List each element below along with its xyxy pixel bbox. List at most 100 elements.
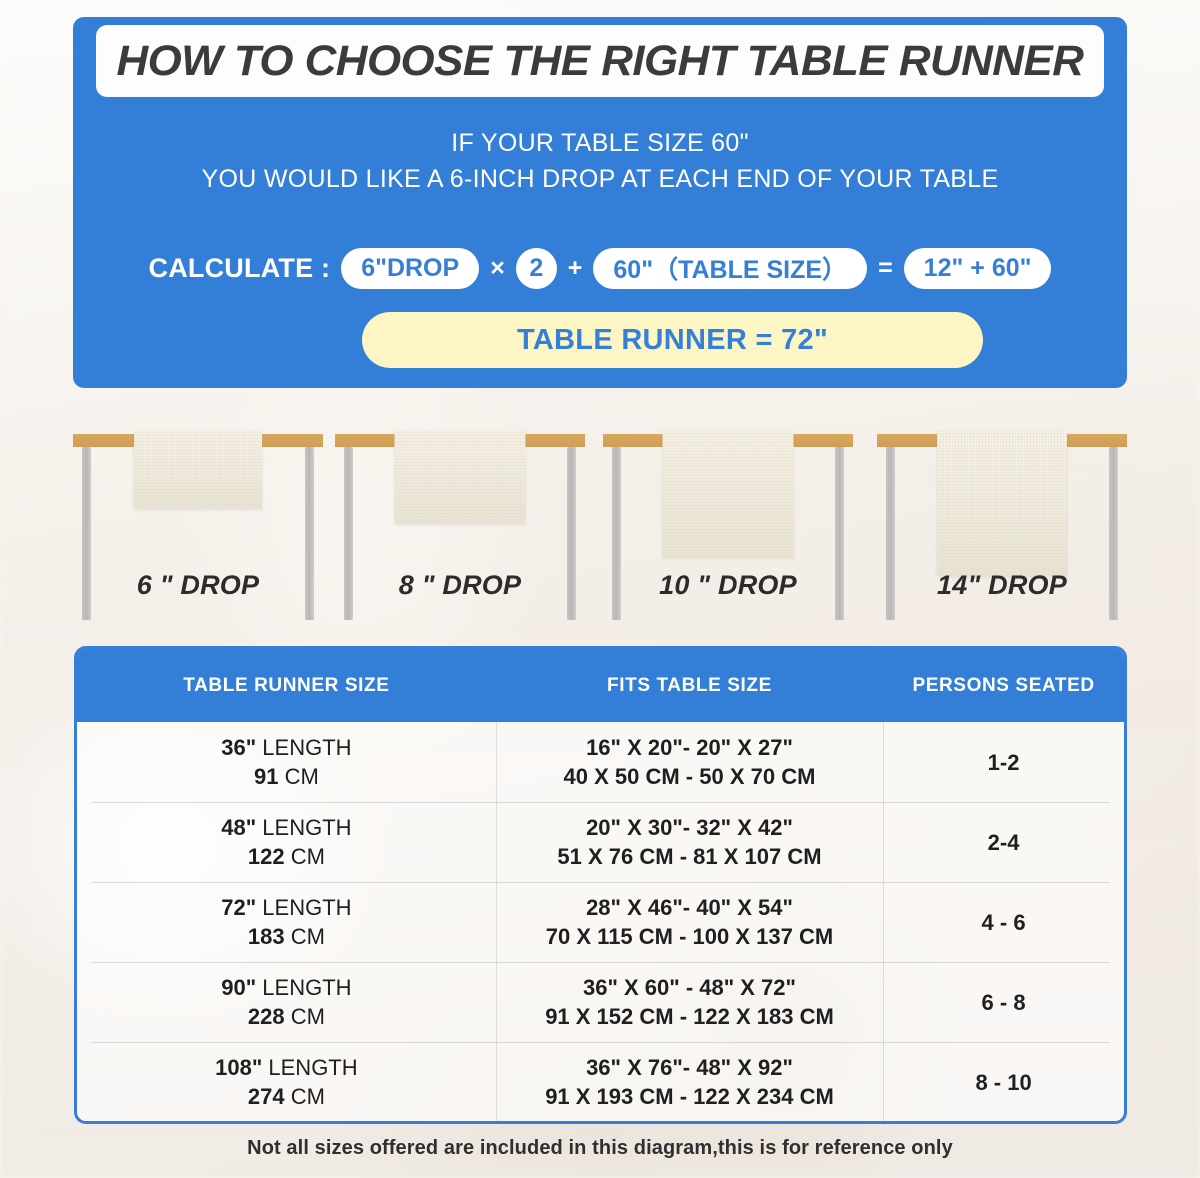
runner-inches-unit: LENGTH [256,895,352,920]
cell-fits-table-size: 36" X 60" - 48" X 72" 91 X 152 CM - 122 … [496,973,883,1031]
runner-inches: 48" [221,815,257,840]
column-divider-1 [495,722,497,1121]
hero-subtitle: IF YOUR TABLE SIZE 60" YOU WOULD LIKE A … [73,125,1127,197]
runner-cm: 183 [247,924,285,949]
title-box: HOW TO CHOOSE THE RIGHT TABLE RUNNER [96,25,1104,97]
runner-inches-unit: LENGTH [262,1055,358,1080]
table-leg-left-icon [886,447,895,620]
cell-runner-size: 36" LENGTH 91 CM [77,733,496,791]
footnote-text: Not all sizes offered are included in th… [247,1137,953,1159]
runner-cm: 91 [253,764,279,789]
table-runner-icon [937,430,1067,575]
pill-drop-value: 6"DROP [341,247,480,289]
persons-value: 1-2 [987,749,1020,775]
cell-runner-size: 72" LENGTH 183 CM [77,893,496,951]
runner-inches: 108" [215,1055,263,1080]
table-leg-left-icon [612,447,621,620]
column-header-persons: PERSONS SEATED [912,674,1095,696]
fits-cm: 40 X 50 CM - 50 X 70 CM [563,764,816,789]
runner-inches-unit: LENGTH [256,975,352,1000]
table-leg-right-icon [835,447,844,620]
cell-persons-seated: 4 - 6 [883,908,1124,937]
table-row: 72" LENGTH 183 CM 28" X 46"- 40" X 54" 7… [77,882,1124,962]
cell-persons-seated: 2-4 [883,828,1124,857]
persons-value: 6 - 8 [981,989,1026,1015]
runner-inches: 72" [221,895,257,920]
fits-inches: 28" X 46"- 40" X 54" [586,895,793,920]
pill-sum: 12" + 60" [903,247,1052,289]
drop-illustrations: 6 " DROP 8 " DROP 10 " DROP 14" DROP [73,424,1127,629]
size-chart-table: TABLE RUNNER SIZE FITS TABLE SIZE PERSON… [74,646,1127,1124]
persons-value: 2-4 [987,829,1020,855]
page-title: HOW TO CHOOSE THE RIGHT TABLE RUNNER [116,36,1084,85]
runner-inches-unit: LENGTH [256,735,352,760]
operator-multiply: × [490,253,505,282]
table-leg-right-icon [305,447,314,620]
runner-inches: 36" [221,735,257,760]
fits-inches: 36" X 60" - 48" X 72" [583,975,796,1000]
runner-cm-unit: CM [278,764,319,789]
drop-label: 6 " DROP [136,570,260,600]
cell-fits-table-size: 36" X 76"- 48" X 92" 91 X 193 CM - 122 X… [496,1053,883,1111]
pill-table-size: 60"（TABLE SIZE） [593,247,868,289]
column-header-fits-table: FITS TABLE SIZE [607,674,772,696]
calculation-row: CALCULATE : 6"DROP × 2 + 60"（TABLE SIZE）… [73,245,1127,291]
result-badge: TABLE RUNNER = 72" [362,312,983,368]
runner-cm-unit: CM [284,1084,325,1109]
table-runner-icon [662,430,794,557]
cell-persons-seated: 6 - 8 [883,988,1124,1017]
hero-panel: HOW TO CHOOSE THE RIGHT TABLE RUNNER IF … [73,17,1127,388]
runner-cm-unit: CM [284,844,325,869]
cell-persons-seated: 1-2 [883,748,1124,777]
cell-runner-size: 48" LENGTH 122 CM [77,813,496,871]
drop-illustration-10: 10 " DROP [603,424,853,629]
table-runner-icon [394,430,526,523]
table-leg-right-icon [1109,447,1118,620]
table-body: 36" LENGTH 91 CM 16" X 20"- 20" X 27" 40… [77,722,1124,1121]
table-row: 108" LENGTH 274 CM 36" X 76"- 48" X 92" … [77,1042,1124,1121]
drop-illustration-6: 6 " DROP [73,424,323,629]
calculate-label: CALCULATE : [148,252,331,283]
persons-value: 8 - 10 [975,1069,1032,1095]
runner-cm-unit: CM [284,1004,325,1029]
drop-illustration-8: 8 " DROP [335,424,585,629]
operator-plus: + [567,253,583,282]
persons-value: 4 - 6 [981,909,1026,935]
operator-equals: = [878,253,893,282]
table-runner-icon [134,430,262,508]
runner-inches: 90" [221,975,257,1000]
table-row: 36" LENGTH 91 CM 16" X 20"- 20" X 27" 40… [77,722,1124,802]
runner-cm-unit: CM [284,924,325,949]
cell-runner-size: 108" LENGTH 274 CM [77,1053,496,1111]
fits-cm: 91 X 193 CM - 122 X 234 CM [545,1084,834,1109]
runner-cm: 122 [247,844,285,869]
column-header-runner-size: TABLE RUNNER SIZE [183,674,390,696]
column-divider-2 [883,722,885,1121]
drop-label: 10 " DROP [659,570,797,600]
drop-illustration-14: 14" DROP [877,424,1127,629]
fits-cm: 51 X 76 CM - 81 X 107 CM [557,844,822,869]
runner-cm: 228 [247,1004,285,1029]
cell-runner-size: 90" LENGTH 228 CM [77,973,496,1031]
runner-inches-unit: LENGTH [256,815,352,840]
fits-cm: 91 X 152 CM - 122 X 183 CM [545,1004,834,1029]
cell-fits-table-size: 28" X 46"- 40" X 54" 70 X 115 CM - 100 X… [496,893,883,951]
cell-fits-table-size: 20" X 30"- 32" X 42" 51 X 76 CM - 81 X 1… [496,813,883,871]
fits-inches: 20" X 30"- 32" X 42" [586,815,793,840]
pill-multiplier-two: 2 [515,247,557,289]
cell-fits-table-size: 16" X 20"- 20" X 27" 40 X 50 CM - 50 X 7… [496,733,883,791]
subtitle-line-2: YOU WOULD LIKE A 6-INCH DROP AT EACH END… [201,165,999,193]
table-leg-right-icon [567,447,576,620]
subtitle-line-1: IF YOUR TABLE SIZE 60" [451,129,749,157]
cell-persons-seated: 8 - 10 [883,1068,1124,1097]
drop-label: 8 " DROP [398,570,522,600]
table-header-row: TABLE RUNNER SIZE FITS TABLE SIZE PERSON… [77,649,1124,722]
table-leg-left-icon [82,447,91,620]
table-row: 90" LENGTH 228 CM 36" X 60" - 48" X 72" … [77,962,1124,1042]
fits-cm: 70 X 115 CM - 100 X 137 CM [545,924,834,949]
table-row: 48" LENGTH 122 CM 20" X 30"- 32" X 42" 5… [77,802,1124,882]
fits-inches: 16" X 20"- 20" X 27" [586,735,793,760]
drop-label: 14" DROP [937,570,1067,600]
table-leg-left-icon [344,447,353,620]
